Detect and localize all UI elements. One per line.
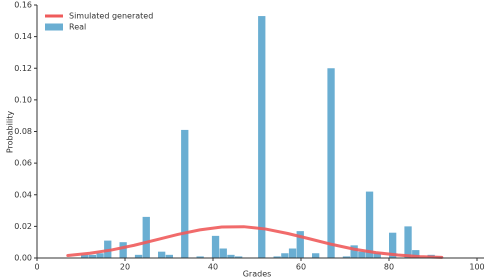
x-tick-label: 40 bbox=[208, 263, 218, 272]
bar bbox=[196, 256, 204, 258]
bar bbox=[165, 254, 173, 258]
legend-label: Real bbox=[69, 23, 86, 32]
bar bbox=[219, 248, 227, 258]
bar bbox=[296, 231, 304, 258]
bar bbox=[342, 256, 351, 258]
bar bbox=[373, 253, 381, 258]
legend-label: Simulated generated bbox=[69, 12, 153, 21]
y-tick-label: 0.10 bbox=[14, 95, 32, 104]
legend-swatch bbox=[45, 23, 63, 31]
bar bbox=[327, 68, 335, 258]
bar bbox=[119, 242, 127, 258]
bar bbox=[312, 253, 320, 258]
y-tick-label: 0.16 bbox=[14, 1, 32, 10]
x-tick-label: 20 bbox=[120, 263, 130, 272]
bar bbox=[350, 245, 358, 258]
bar bbox=[181, 129, 189, 258]
bar bbox=[158, 251, 166, 258]
y-tick-label: 0.02 bbox=[14, 222, 32, 231]
bar bbox=[142, 216, 150, 258]
bar bbox=[258, 16, 266, 258]
bar bbox=[81, 254, 89, 258]
bar bbox=[389, 232, 397, 258]
line bbox=[66, 225, 444, 259]
bar bbox=[404, 226, 412, 258]
y-tick-label: 0.08 bbox=[14, 127, 32, 136]
bar bbox=[288, 248, 297, 258]
bar bbox=[412, 250, 420, 258]
bar bbox=[227, 254, 235, 258]
bar bbox=[365, 191, 374, 258]
bar bbox=[211, 235, 220, 258]
bar bbox=[88, 254, 96, 258]
bar bbox=[235, 256, 243, 258]
x-tick-label: 80 bbox=[384, 263, 394, 272]
x-tick-label: 60 bbox=[296, 263, 306, 272]
bar bbox=[96, 253, 104, 258]
bar bbox=[358, 251, 366, 258]
bar bbox=[134, 254, 143, 258]
x-tick-label: 100 bbox=[469, 263, 484, 272]
bar bbox=[281, 253, 289, 258]
y-tick-label: 0.12 bbox=[14, 64, 32, 73]
y-tick-label: 0.04 bbox=[14, 190, 32, 199]
y-tick-label: 0.06 bbox=[14, 159, 32, 168]
x-axis-label: Grades bbox=[243, 270, 272, 279]
y-tick-label: 0.14 bbox=[14, 32, 32, 41]
y-axis-label: Probability bbox=[6, 111, 15, 154]
y-tick-label: 0.00 bbox=[14, 254, 32, 263]
x-tick-label: 0 bbox=[34, 263, 39, 272]
bar bbox=[273, 256, 281, 258]
